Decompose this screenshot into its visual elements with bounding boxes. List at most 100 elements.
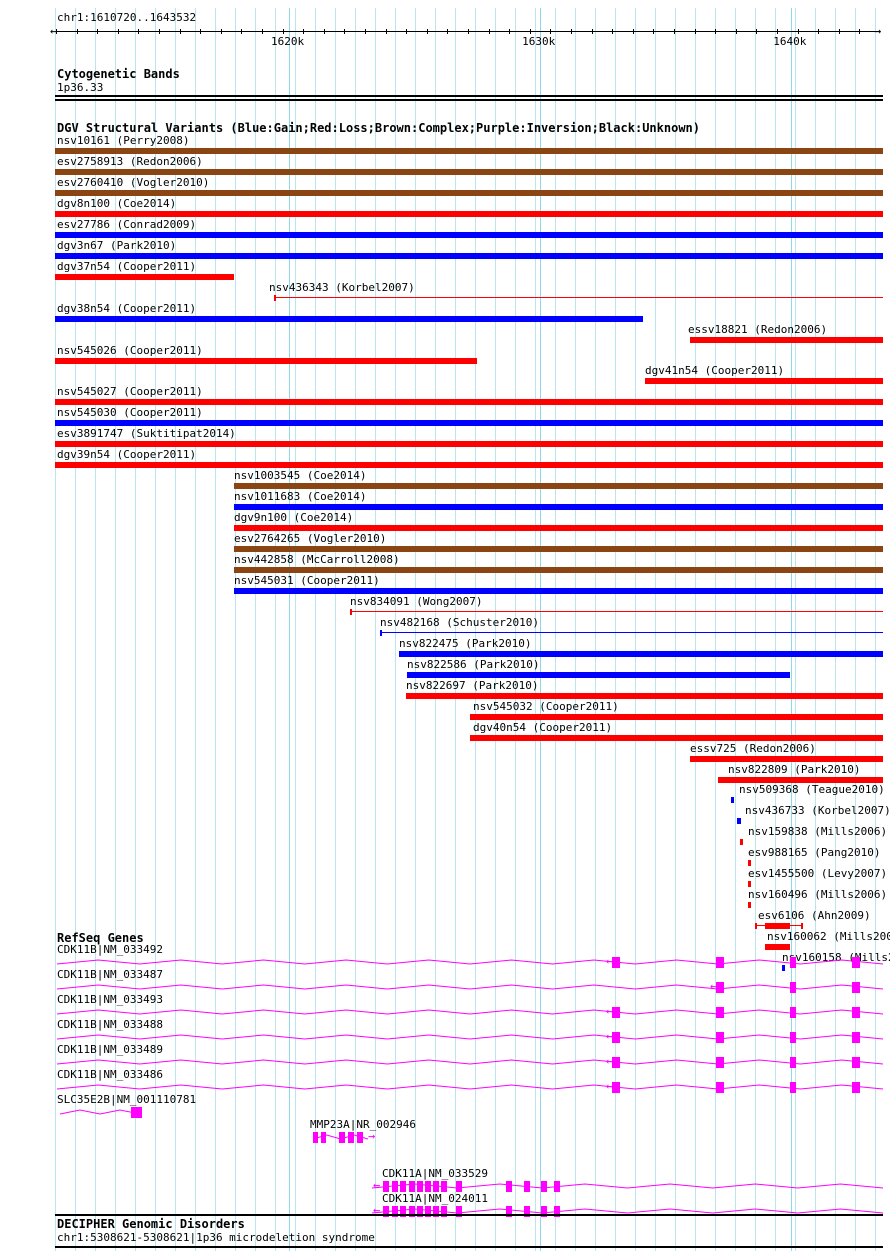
gene-exon[interactable] bbox=[554, 1206, 560, 1217]
dgv-variant-label[interactable]: nsv545032 (Cooper2011) bbox=[473, 700, 619, 713]
gene-exon[interactable] bbox=[852, 1032, 860, 1043]
dgv-variant-bar[interactable] bbox=[55, 211, 883, 217]
dgv-variant-label[interactable]: nsv545030 (Cooper2011) bbox=[57, 406, 203, 419]
dgv-variant-label[interactable]: esv1455500 (Levy2007) bbox=[748, 867, 888, 880]
refseq-gene-model[interactable] bbox=[0, 1106, 890, 1120]
dgv-variant-bar[interactable] bbox=[737, 818, 741, 824]
gene-exon[interactable] bbox=[131, 1107, 142, 1118]
refseq-gene-model[interactable]: ← bbox=[0, 1055, 890, 1070]
gene-exon[interactable] bbox=[612, 1082, 620, 1093]
dgv-variant-bar[interactable] bbox=[55, 253, 883, 259]
gene-exon[interactable] bbox=[852, 957, 860, 968]
gene-exon[interactable] bbox=[716, 1082, 724, 1093]
gene-exon[interactable] bbox=[524, 1181, 530, 1192]
dgv-variant-label[interactable]: dgv9n100 (Coe2014) bbox=[234, 511, 354, 524]
dgv-variant-label[interactable]: nsv509368 (Teague2010) bbox=[739, 783, 885, 796]
dgv-variant-bar[interactable] bbox=[407, 672, 790, 678]
dgv-variant-bar[interactable] bbox=[55, 316, 643, 322]
refseq-gene-model[interactable]: ← bbox=[0, 1005, 890, 1020]
dgv-variant-label[interactable]: nsv822475 (Park2010) bbox=[399, 637, 532, 650]
dgv-variant-bar[interactable] bbox=[55, 358, 477, 364]
gene-exon[interactable] bbox=[612, 957, 620, 968]
dgv-variant-bar[interactable] bbox=[234, 483, 883, 489]
gene-exon[interactable] bbox=[506, 1206, 512, 1217]
dgv-variant-bar[interactable] bbox=[380, 632, 883, 633]
gene-exon[interactable] bbox=[716, 1057, 724, 1068]
dgv-variant-label[interactable]: nsv160158 (Mills2006) bbox=[782, 951, 890, 964]
gene-exon[interactable] bbox=[790, 1007, 796, 1018]
refseq-gene-label[interactable]: SLC35E2B|NM_001110781 bbox=[57, 1093, 197, 1106]
dgv-variant-bar[interactable] bbox=[55, 399, 883, 405]
gene-exon[interactable] bbox=[506, 1181, 512, 1192]
dgv-variant-bar[interactable] bbox=[645, 378, 883, 384]
dgv-variant-bar[interactable] bbox=[350, 611, 883, 612]
dgv-variant-label[interactable]: esv2760410 (Vogler2010) bbox=[57, 176, 210, 189]
gene-exon[interactable] bbox=[716, 1007, 724, 1018]
gene-exon[interactable] bbox=[425, 1181, 431, 1192]
gene-exon[interactable] bbox=[716, 957, 724, 968]
dgv-variant-bar[interactable] bbox=[731, 797, 734, 803]
refseq-gene-label[interactable]: CDK11B|NM_033486 bbox=[57, 1068, 163, 1081]
refseq-gene-model[interactable]: ← bbox=[0, 955, 890, 970]
refseq-gene-label[interactable]: CDK11A|NM_033529 bbox=[382, 1167, 488, 1180]
dgv-variant-bar[interactable] bbox=[765, 923, 790, 929]
dgv-variant-label[interactable]: dgv40n54 (Cooper2011) bbox=[473, 721, 613, 734]
gene-exon[interactable] bbox=[417, 1181, 423, 1192]
gene-exon[interactable] bbox=[357, 1132, 363, 1143]
dgv-variant-bar[interactable] bbox=[55, 148, 883, 154]
dgv-variant-label[interactable]: dgv38n54 (Cooper2011) bbox=[57, 302, 197, 315]
refseq-gene-label[interactable]: CDK11B|NM_033487 bbox=[57, 968, 163, 981]
dgv-variant-label[interactable]: nsv545027 (Cooper2011) bbox=[57, 385, 203, 398]
gene-exon[interactable] bbox=[313, 1132, 318, 1143]
dgv-variant-bar[interactable] bbox=[748, 902, 751, 908]
gene-exon[interactable] bbox=[852, 1007, 860, 1018]
gene-exon[interactable] bbox=[716, 982, 724, 993]
gene-exon[interactable] bbox=[852, 1082, 860, 1093]
dgv-variant-bar[interactable] bbox=[718, 777, 883, 783]
gene-exon[interactable] bbox=[790, 982, 796, 993]
gene-exon[interactable] bbox=[790, 1082, 796, 1093]
dgv-variant-label[interactable]: esv2764265 (Vogler2010) bbox=[234, 532, 387, 545]
dgv-variant-label[interactable]: esv988165 (Pang2010) bbox=[748, 846, 881, 859]
dgv-variant-bar[interactable] bbox=[55, 232, 883, 238]
gene-exon[interactable] bbox=[716, 1032, 724, 1043]
refseq-gene-model[interactable]: ← bbox=[0, 1080, 890, 1095]
refseq-gene-label[interactable]: CDK11B|NM_033489 bbox=[57, 1043, 163, 1056]
dgv-variant-bar[interactable] bbox=[406, 693, 883, 699]
dgv-variant-label[interactable]: nsv1003545 (Coe2014) bbox=[234, 469, 367, 482]
dgv-variant-bar[interactable] bbox=[55, 190, 883, 196]
dgv-variant-bar[interactable] bbox=[55, 441, 883, 447]
dgv-variant-label[interactable]: esv3891747 (Suktitipat2014) bbox=[57, 427, 236, 440]
dgv-variant-label[interactable]: nsv436343 (Korbel2007) bbox=[269, 281, 415, 294]
dgv-variant-bar[interactable] bbox=[55, 420, 883, 426]
refseq-gene-model[interactable]: ← bbox=[0, 1179, 890, 1194]
gene-exon[interactable] bbox=[852, 1057, 860, 1068]
dgv-variant-label[interactable]: esv27786 (Conrad2009) bbox=[57, 218, 197, 231]
refseq-gene-label[interactable]: MMP23A|NR_002946 bbox=[310, 1118, 416, 1131]
dgv-variant-label[interactable]: dgv3n67 (Park2010) bbox=[57, 239, 177, 252]
refseq-gene-model[interactable]: ← bbox=[0, 1204, 890, 1219]
dgv-variant-label[interactable]: nsv545031 (Cooper2011) bbox=[234, 574, 380, 587]
dgv-variant-bar[interactable] bbox=[690, 756, 883, 762]
gene-exon[interactable] bbox=[400, 1181, 406, 1192]
refseq-gene-label[interactable]: CDK11B|NM_033488 bbox=[57, 1018, 163, 1031]
refseq-gene-model[interactable]: → bbox=[0, 1130, 890, 1145]
dgv-variant-label[interactable]: nsv545026 (Cooper2011) bbox=[57, 344, 203, 357]
dgv-variant-label[interactable]: essv18821 (Redon2006) bbox=[688, 323, 828, 336]
gene-exon[interactable] bbox=[383, 1206, 389, 1217]
gene-exon[interactable] bbox=[339, 1132, 345, 1143]
dgv-variant-bar[interactable] bbox=[234, 546, 883, 552]
dgv-variant-bar[interactable] bbox=[470, 714, 883, 720]
gene-exon[interactable] bbox=[612, 1007, 620, 1018]
refseq-gene-label[interactable]: CDK11B|NM_033493 bbox=[57, 993, 163, 1006]
dgv-variant-bar[interactable] bbox=[234, 525, 883, 531]
refseq-gene-label[interactable]: CDK11A|NM_024011 bbox=[382, 1192, 488, 1205]
dgv-variant-bar[interactable] bbox=[470, 735, 883, 741]
gene-exon[interactable] bbox=[433, 1181, 439, 1192]
gene-exon[interactable] bbox=[524, 1206, 530, 1217]
refseq-gene-model[interactable]: ← bbox=[0, 980, 890, 995]
gene-exon[interactable] bbox=[348, 1132, 354, 1143]
dgv-variant-bar[interactable] bbox=[748, 860, 751, 866]
dgv-variant-label[interactable]: dgv8n100 (Coe2014) bbox=[57, 197, 177, 210]
gene-exon[interactable] bbox=[790, 957, 796, 968]
